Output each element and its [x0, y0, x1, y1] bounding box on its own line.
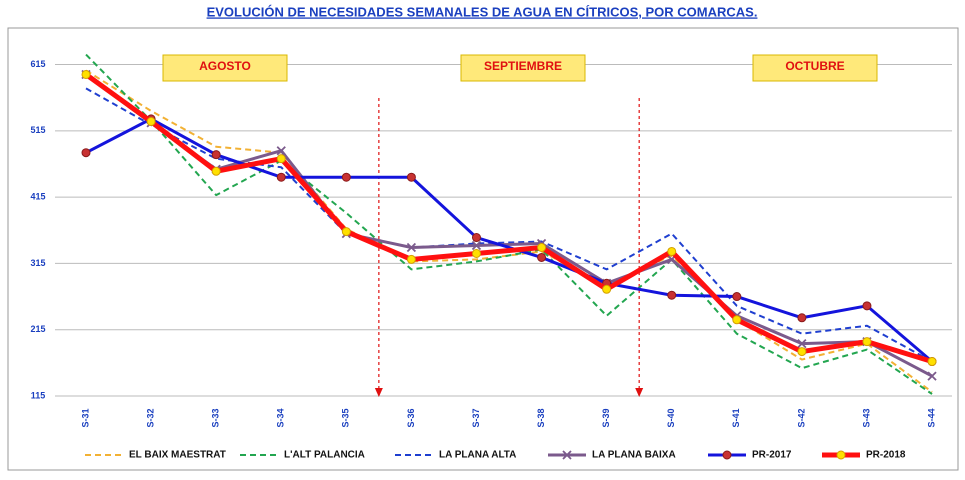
y-tick-label: 615: [30, 59, 45, 69]
point: [927, 357, 937, 367]
x-tick-label: S-41: [731, 408, 741, 427]
point: [471, 240, 482, 251]
x-tick-label: S-39: [601, 408, 611, 427]
point: [562, 450, 572, 460]
y-tick-label: 515: [30, 125, 45, 135]
point: [537, 252, 547, 262]
point: [276, 154, 286, 164]
point: [667, 290, 677, 300]
point: [276, 146, 286, 156]
point: [146, 117, 156, 127]
point: [471, 248, 481, 258]
point: [732, 315, 742, 325]
series-line: [85, 87, 933, 363]
x-tick-label: S-32: [145, 408, 155, 427]
divider-arrow: [374, 388, 383, 397]
point: [211, 150, 221, 160]
x-tick-label: S-44: [926, 408, 936, 427]
month-label: AGOSTO: [199, 59, 251, 73]
point: [797, 313, 807, 323]
point: [211, 166, 221, 176]
point: [406, 242, 417, 253]
legend-label: LA PLANA BAIXA: [592, 450, 676, 461]
legend-label: PR-2017: [752, 450, 792, 461]
point: [81, 69, 91, 79]
point: [81, 148, 91, 158]
point: [722, 450, 732, 460]
point: [836, 450, 846, 460]
x-tick-label: S-43: [861, 408, 871, 427]
x-tick-label: S-33: [211, 408, 221, 427]
point: [537, 242, 547, 252]
y-tick-label: 315: [30, 258, 45, 268]
series-line: [85, 53, 933, 395]
point: [276, 172, 286, 182]
month-box: [752, 54, 878, 82]
series-line: [84, 72, 933, 364]
legend-label: EL BAIX MAESTRAT: [129, 450, 226, 461]
point: [862, 337, 872, 347]
x-tick-label: S-42: [796, 408, 806, 427]
y-tick-label: 215: [30, 324, 45, 334]
month-label: SEPTIEMBRE: [484, 59, 562, 73]
point: [341, 227, 351, 237]
point: [862, 301, 872, 311]
x-tick-label: S-35: [341, 408, 351, 427]
point: [797, 338, 807, 349]
series-line: [85, 69, 933, 393]
x-tick-label: S-40: [666, 408, 676, 427]
chart-frame: [7, 27, 959, 471]
point: [797, 347, 807, 357]
point: [406, 172, 416, 182]
series-line: [85, 73, 933, 378]
divider-arrow: [635, 388, 644, 397]
y-tick-label: 415: [30, 191, 45, 201]
chart-title: EVOLUCIÓN DE NECESIDADES SEMANALES DE AG…: [207, 4, 758, 19]
x-tick-label: S-38: [536, 408, 546, 427]
point: [667, 246, 677, 256]
legend-label: LA PLANA ALTA: [439, 450, 516, 461]
x-tick-label: S-36: [406, 408, 416, 427]
legend-label: L'ALT PALANCIA: [284, 450, 365, 461]
y-tick-label: 115: [31, 390, 46, 400]
month-box: [162, 54, 288, 82]
x-tick-label: S-34: [276, 408, 286, 427]
point: [732, 292, 742, 302]
month-label: OCTUBRE: [785, 59, 844, 73]
point: [406, 254, 416, 264]
point: [341, 172, 351, 182]
x-tick-label: S-37: [471, 408, 481, 427]
series-line: [85, 117, 934, 363]
month-box: [460, 54, 586, 82]
point: [927, 371, 937, 381]
point: [471, 233, 481, 243]
point: [602, 284, 612, 294]
legend-label: PR-2018: [866, 450, 906, 461]
x-tick-label: S-31: [80, 408, 90, 427]
